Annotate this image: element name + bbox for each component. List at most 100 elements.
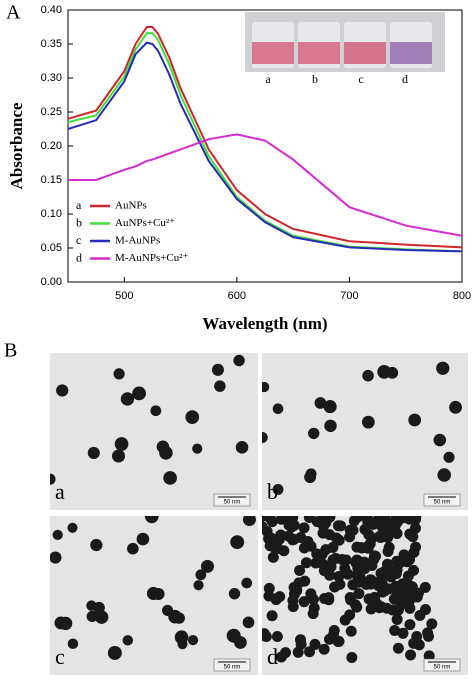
y-tick-label: 0.00 — [41, 276, 62, 288]
particle — [377, 365, 391, 379]
y-tick-label: 0.30 — [41, 72, 62, 84]
particle — [50, 473, 56, 485]
particle — [362, 369, 374, 382]
particle — [408, 546, 420, 558]
legend-label: AuNPs+Cu²⁺ — [115, 217, 175, 229]
particle — [353, 588, 365, 600]
particle — [308, 427, 320, 440]
particle — [300, 557, 312, 569]
particle — [107, 645, 122, 660]
particle — [436, 361, 450, 375]
particle — [163, 471, 177, 485]
particle — [307, 608, 319, 620]
particle — [59, 616, 73, 631]
micrograph-label: d — [267, 644, 278, 669]
particle — [333, 534, 345, 546]
particle — [314, 397, 327, 409]
particle — [144, 516, 159, 524]
particle — [159, 446, 173, 460]
legend-letter: b — [76, 215, 82, 229]
legend-letter: a — [76, 198, 82, 212]
particle — [298, 522, 310, 534]
particle — [408, 564, 420, 576]
particle — [114, 437, 129, 451]
particle — [318, 520, 330, 532]
particle — [403, 516, 415, 525]
x-tick-label: 800 — [453, 290, 471, 302]
particle — [375, 567, 387, 579]
particle — [420, 604, 432, 616]
particle — [426, 618, 438, 630]
particles — [50, 354, 249, 485]
vial-label: d — [402, 72, 408, 86]
particle — [174, 630, 189, 645]
y-tick-label: 0.25 — [41, 106, 62, 118]
particle — [371, 598, 383, 610]
particle — [382, 532, 394, 544]
particle — [370, 550, 382, 562]
particle — [324, 529, 336, 541]
particle — [90, 538, 103, 552]
particle — [132, 386, 146, 401]
micrograph-label: a — [55, 479, 65, 504]
particle — [327, 629, 339, 641]
particle — [87, 446, 100, 459]
particle — [284, 516, 296, 524]
particle — [346, 652, 358, 664]
particle — [308, 594, 320, 606]
particle — [327, 541, 339, 553]
particle — [351, 601, 363, 613]
particle — [389, 624, 401, 636]
particle — [152, 588, 165, 601]
particle — [122, 635, 134, 646]
particle — [391, 586, 403, 598]
particle — [150, 405, 162, 417]
particle — [353, 556, 365, 568]
particle — [359, 523, 371, 535]
particle — [404, 619, 416, 631]
particle — [449, 400, 462, 414]
vial-liquid — [390, 42, 432, 64]
data-line — [68, 133, 463, 237]
particle — [339, 562, 351, 574]
particle — [361, 415, 375, 429]
legend-letter: c — [76, 233, 81, 247]
particle — [437, 468, 451, 482]
particle — [403, 589, 415, 601]
particle — [56, 384, 69, 397]
particle — [316, 548, 328, 560]
particle — [422, 627, 434, 639]
particle — [86, 610, 98, 623]
particle — [195, 569, 207, 581]
vial-liquid — [344, 42, 386, 64]
particle — [193, 580, 204, 591]
panel-label: A — [6, 2, 21, 24]
x-tick-label: 500 — [115, 290, 133, 302]
particle — [294, 564, 306, 576]
particle — [264, 540, 276, 552]
particle — [305, 468, 317, 480]
legend-label: AuNPs — [115, 200, 147, 212]
particle — [303, 516, 315, 523]
particles — [50, 516, 256, 660]
particle — [339, 614, 351, 626]
particle — [233, 354, 245, 367]
data-line — [67, 41, 463, 253]
particle — [344, 531, 356, 543]
particle — [405, 580, 417, 592]
particle — [310, 557, 322, 569]
particle — [200, 559, 214, 573]
particle — [287, 595, 299, 607]
particle — [299, 575, 311, 587]
particle — [295, 638, 307, 650]
particle — [287, 534, 299, 546]
particle — [242, 616, 255, 629]
particle — [185, 410, 200, 424]
particle — [324, 516, 336, 523]
particle — [211, 363, 224, 376]
particle — [262, 381, 270, 393]
particle — [266, 610, 278, 622]
particle — [242, 516, 256, 527]
particle — [304, 646, 316, 658]
